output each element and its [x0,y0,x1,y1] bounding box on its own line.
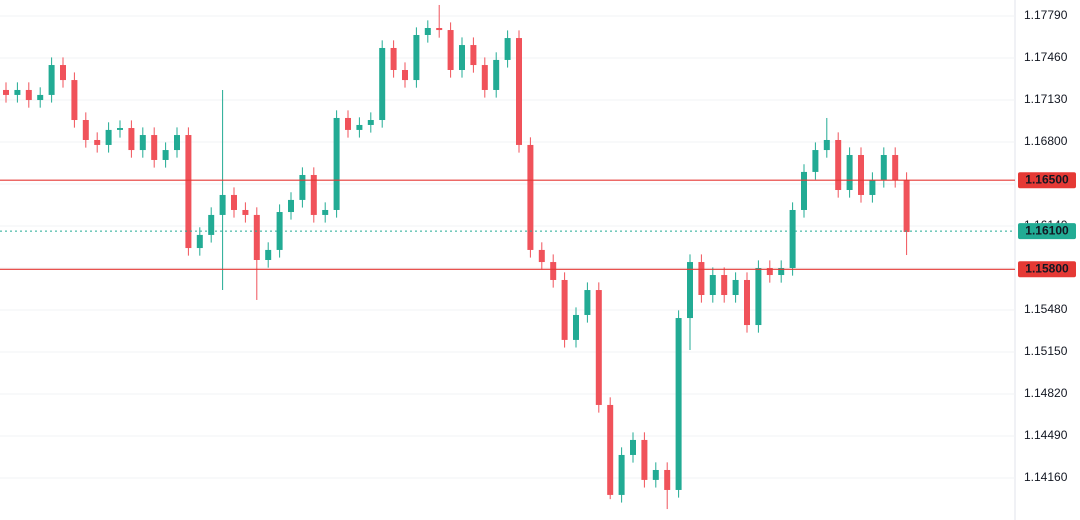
candle-body [105,129,112,145]
candle-body [60,65,66,81]
candle-body [732,279,739,295]
candle-body [561,279,568,340]
price-badge-label: 1.16100 [1025,223,1069,237]
candle-body [755,268,762,326]
candle-body [687,262,693,319]
candle-body [584,290,591,315]
candle-body [3,89,9,95]
candle-body [424,27,431,35]
price-badge [1018,261,1076,278]
candle-body [333,117,340,210]
candle-body [538,249,545,263]
candle-body [82,120,89,140]
candle-body [447,30,454,70]
y-tick-label: 1.17790 [1024,8,1068,22]
candle-body [607,404,614,495]
candle-body [550,262,557,280]
candle-body [880,155,887,180]
candle-body [162,150,169,160]
y-tick-label: 1.17130 [1024,92,1068,106]
candle-body [595,290,602,405]
candle-body [265,249,272,260]
candle-body [721,275,728,295]
candle-body [413,34,420,81]
y-tick-label: 1.15480 [1024,302,1068,316]
candle-body [573,314,579,340]
candle-body [801,171,807,210]
candle-body [48,65,55,95]
y-tick-label: 1.15150 [1024,344,1068,358]
candle-body [698,262,705,295]
candle-body [242,209,249,215]
y-tick-label: 1.14490 [1024,428,1068,442]
candle-body [139,135,146,151]
candle-body [470,45,477,66]
candle-body [664,469,671,490]
candle-body [823,139,830,151]
candle-body [25,89,32,101]
candle-body [744,279,750,326]
candle-body [812,150,819,172]
candle-body [288,199,294,213]
candle-body [299,174,306,200]
candle-body [527,144,534,250]
candle-body [185,135,192,249]
candle-body [903,179,910,233]
candle-body [37,94,44,101]
candle-body [94,139,101,145]
price-badge [1018,223,1076,240]
candle-body [379,47,386,121]
candle-body [253,214,260,260]
candle-body [367,120,374,125]
candle-body [117,128,123,130]
candle-body [709,275,716,295]
price-badge-label: 1.15800 [1025,261,1069,275]
candle-body [196,234,203,249]
candle-body [481,65,488,90]
candle-body [322,209,329,215]
candle-body [504,38,511,60]
candle-body [345,117,351,130]
candle-body [892,155,899,180]
candle-body [151,135,158,160]
candle-body [641,439,648,480]
candle-body [310,174,317,215]
candle-body [618,454,625,495]
price-badge [1018,172,1076,189]
candle-body [436,27,443,31]
candle-body [630,439,636,455]
candle-body [789,209,796,269]
candle-body [778,268,785,276]
y-tick-label: 1.17460 [1024,50,1068,64]
candle-body [459,45,465,70]
candle-body [71,80,78,121]
candle-body [766,268,773,276]
y-tick-label: 1.14160 [1024,470,1068,484]
candle-body [356,124,363,130]
candle-body [14,89,21,95]
candle-body [231,194,237,210]
candle-body [493,59,500,90]
candle-body [675,318,682,490]
candle-body [128,128,135,151]
y-tick-label: 1.14820 [1024,386,1068,400]
candle-body [174,135,180,151]
candle-body [846,155,853,191]
candle-body [208,214,215,235]
candle-body [276,212,283,250]
candle-body [402,69,408,81]
candle-body [390,47,397,70]
candle-body [858,155,864,195]
candle-body [835,139,842,191]
candle-body [869,179,876,195]
candle-body [516,38,522,145]
price-badge-label: 1.16500 [1025,172,1069,186]
candle-body [219,194,226,215]
y-tick-label: 1.16800 [1024,134,1068,148]
candle-body [652,469,659,480]
